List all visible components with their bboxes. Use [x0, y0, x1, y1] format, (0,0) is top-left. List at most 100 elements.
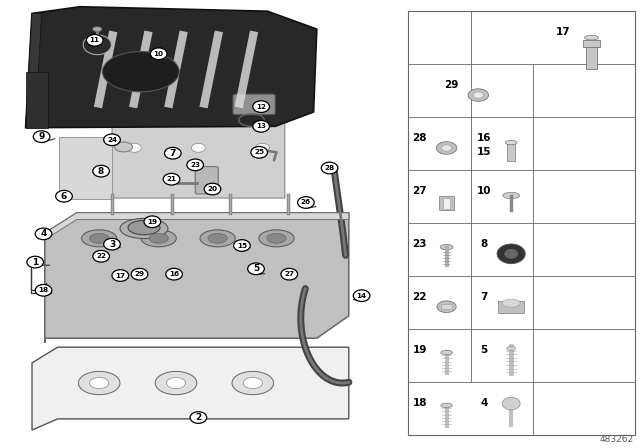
Text: 7: 7	[170, 149, 176, 158]
Ellipse shape	[79, 371, 120, 395]
Bar	[499, 301, 524, 314]
Ellipse shape	[191, 143, 205, 152]
Text: 25: 25	[254, 149, 264, 155]
Polygon shape	[45, 213, 349, 343]
Text: 24: 24	[107, 137, 117, 143]
Text: 11: 11	[90, 37, 100, 43]
Text: 17: 17	[115, 272, 125, 279]
Text: 17: 17	[556, 27, 571, 37]
Text: 23: 23	[190, 162, 200, 168]
Text: 18: 18	[38, 287, 49, 293]
Ellipse shape	[149, 233, 168, 243]
Text: 9: 9	[38, 132, 45, 141]
Ellipse shape	[507, 346, 516, 351]
Circle shape	[35, 284, 52, 296]
Text: 26: 26	[301, 199, 311, 206]
Ellipse shape	[437, 301, 456, 313]
Circle shape	[83, 35, 111, 55]
Text: 5: 5	[481, 345, 488, 355]
Ellipse shape	[141, 230, 177, 247]
Text: 23: 23	[412, 239, 427, 249]
Text: 28: 28	[412, 133, 427, 143]
Ellipse shape	[243, 377, 262, 388]
Text: 3: 3	[109, 240, 115, 249]
Ellipse shape	[267, 233, 286, 243]
Ellipse shape	[208, 233, 227, 243]
Text: 15: 15	[237, 242, 247, 249]
Ellipse shape	[82, 230, 117, 247]
Text: 483262: 483262	[600, 435, 634, 444]
Ellipse shape	[90, 377, 109, 388]
Bar	[508, 144, 515, 161]
Ellipse shape	[584, 35, 598, 40]
Circle shape	[144, 216, 161, 228]
Text: 12: 12	[256, 103, 266, 110]
Bar	[408, 11, 635, 435]
Circle shape	[86, 34, 103, 46]
Ellipse shape	[127, 143, 141, 152]
Ellipse shape	[436, 142, 457, 154]
Text: 22: 22	[412, 292, 427, 302]
Bar	[583, 40, 600, 47]
Text: 8: 8	[98, 167, 104, 176]
Ellipse shape	[441, 403, 452, 408]
Ellipse shape	[93, 27, 102, 31]
Circle shape	[321, 162, 338, 174]
Text: 21: 21	[166, 176, 177, 182]
Circle shape	[253, 101, 269, 112]
Text: 28: 28	[324, 165, 335, 171]
Circle shape	[234, 240, 250, 251]
Text: 7: 7	[481, 292, 488, 302]
Circle shape	[166, 268, 182, 280]
Circle shape	[104, 134, 120, 146]
Ellipse shape	[473, 92, 483, 98]
Circle shape	[164, 147, 181, 159]
Text: 4: 4	[481, 398, 488, 408]
Circle shape	[93, 165, 109, 177]
FancyBboxPatch shape	[195, 167, 218, 194]
Ellipse shape	[102, 52, 179, 92]
Circle shape	[163, 173, 180, 185]
Bar	[439, 196, 454, 210]
Text: 16: 16	[169, 271, 179, 277]
Text: 15: 15	[477, 146, 492, 156]
Bar	[586, 47, 596, 69]
Text: 27: 27	[412, 186, 427, 196]
Ellipse shape	[506, 140, 517, 145]
Circle shape	[93, 250, 109, 262]
Ellipse shape	[232, 371, 274, 395]
Circle shape	[190, 412, 207, 423]
Ellipse shape	[255, 143, 269, 152]
Ellipse shape	[166, 377, 186, 388]
Text: 6: 6	[61, 192, 67, 201]
Circle shape	[35, 228, 52, 240]
Circle shape	[353, 290, 370, 302]
Circle shape	[150, 48, 167, 60]
Text: 19: 19	[413, 345, 427, 355]
Text: 10: 10	[477, 186, 492, 196]
Ellipse shape	[503, 192, 520, 198]
Text: 14: 14	[356, 293, 367, 299]
Ellipse shape	[90, 233, 109, 243]
Polygon shape	[112, 96, 285, 198]
Text: 16: 16	[477, 133, 492, 143]
Text: 5: 5	[253, 264, 259, 273]
Polygon shape	[32, 347, 349, 430]
Polygon shape	[45, 213, 349, 240]
Circle shape	[497, 244, 525, 264]
Ellipse shape	[128, 220, 160, 235]
Circle shape	[248, 263, 264, 275]
Circle shape	[187, 159, 204, 171]
Text: 4: 4	[40, 229, 47, 238]
Text: 10: 10	[154, 51, 164, 57]
Text: 8: 8	[481, 239, 488, 249]
Polygon shape	[26, 13, 42, 128]
Ellipse shape	[502, 299, 520, 307]
Text: 2: 2	[195, 413, 202, 422]
Ellipse shape	[200, 230, 236, 247]
Circle shape	[27, 256, 44, 268]
Polygon shape	[59, 137, 112, 199]
Circle shape	[56, 190, 72, 202]
Text: 22: 22	[96, 253, 106, 259]
Circle shape	[204, 183, 221, 195]
